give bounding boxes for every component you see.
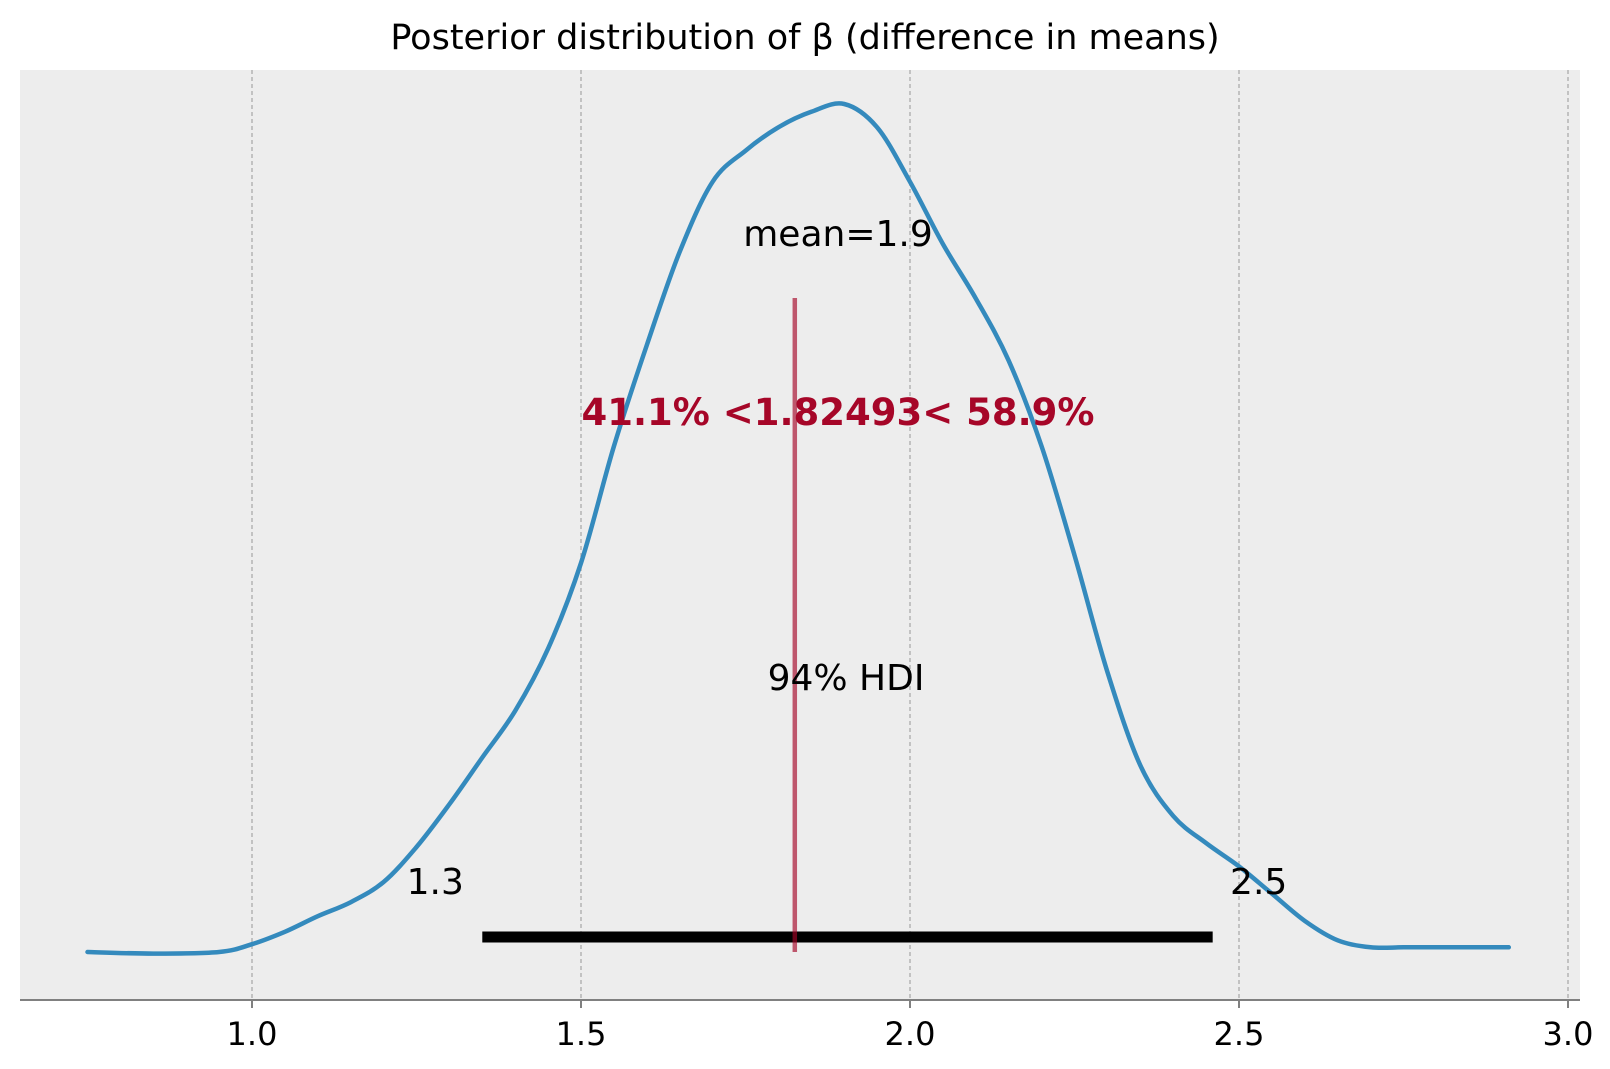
hdi-label: 94% HDI: [768, 658, 925, 699]
grid-lines: [251, 70, 1569, 1000]
x-tick-label: 1.5: [556, 1015, 607, 1053]
x-tick-label: 3.0: [1543, 1015, 1594, 1053]
chart-title: Posterior distribution of β (difference …: [390, 18, 1219, 58]
hdi-low-label: 1.3: [407, 862, 464, 903]
x-tick-label: 1.0: [227, 1015, 278, 1053]
hdi-high-label: 2.5: [1230, 862, 1287, 903]
x-axis-ticks: 1.0 1.5 2.0 2.5 3.0: [227, 1000, 1594, 1053]
mean-label: mean=1.9: [743, 214, 933, 255]
x-tick-label: 2.5: [1214, 1015, 1265, 1053]
density-curve: [85, 101, 1512, 956]
reference-label: 41.1% <1.82493< 58.9%: [581, 391, 1094, 434]
plot-area: [20, 70, 1580, 1000]
x-tick-label: 2.0: [885, 1015, 936, 1053]
